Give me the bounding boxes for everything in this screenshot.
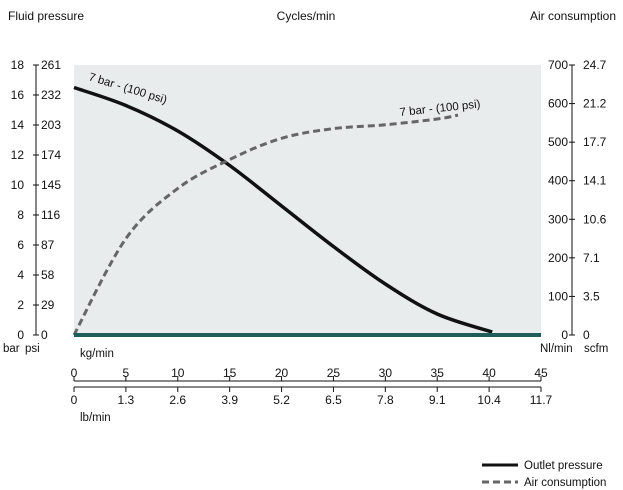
plot-area — [74, 65, 541, 335]
x-lb-tick-label: 9.1 — [429, 393, 446, 407]
right-scfm-tick-label: 17.7 — [583, 135, 607, 149]
x-lb-tick-label: 5.2 — [273, 393, 290, 407]
x-lb-tick-label: 3.9 — [221, 393, 238, 407]
right-nl-tick-label: 500 — [548, 135, 568, 149]
series-layer — [72, 85, 493, 336]
x-lb-tick-label: 6.5 — [325, 393, 342, 407]
right-nl-tick-label: 400 — [548, 174, 568, 188]
center-axis-title: Cycles/min — [277, 9, 336, 23]
x-kg-axis-label: kg/min — [80, 348, 114, 360]
legend-air-consumption-label: Air consumption — [524, 477, 606, 489]
left-bar-tick-label: 4 — [17, 268, 24, 282]
x-lb-tick-label: 7.8 — [377, 393, 394, 407]
right-nl-tick-label: 200 — [548, 251, 568, 265]
right-scfm-tick-label: 3.5 — [583, 289, 600, 303]
x-kg-tick-label: 40 — [482, 366, 496, 380]
left-psi-tick-label: 174 — [41, 148, 61, 162]
right-scfm-tick-label: 10.6 — [583, 212, 607, 226]
x-kg-tick-label: 15 — [223, 366, 237, 380]
left-psi-tick-label: 232 — [41, 88, 61, 102]
right-scfm-unit: scfm — [584, 343, 608, 355]
left-axis-title: Fluid pressure — [8, 9, 84, 23]
right-nl-unit: Nl/min — [540, 343, 573, 355]
left-psi-tick-label: 261 — [41, 58, 61, 72]
axes: 0 0 2 29 4 58 6 87 8 116 10 145 12 174 14 203 16 232 18 261… — [11, 58, 607, 407]
right-axis-title: Air consumption — [530, 9, 616, 23]
left-psi-tick-label: 87 — [41, 238, 55, 252]
left-psi-tick-label: 145 — [41, 178, 61, 192]
right-scfm-tick-label: 14.1 — [583, 174, 607, 188]
left-psi-tick-label: 58 — [41, 268, 55, 282]
right-scfm-tick-label: 0 — [583, 328, 590, 342]
x-kg-tick-label: 5 — [123, 366, 130, 380]
legend: Outlet pressure Air consumption — [482, 460, 606, 489]
series-line-air-consumption — [72, 113, 459, 336]
left-bar-tick-label: 10 — [11, 178, 25, 192]
left-bar-tick-label: 0 — [17, 328, 24, 342]
left-psi-tick-label: 0 — [41, 328, 48, 342]
x-lb-tick-label: 0 — [71, 393, 78, 407]
left-bar-tick-label: 8 — [17, 208, 24, 222]
x-lb-tick-label: 11.7 — [530, 393, 553, 407]
right-nl-tick-label: 700 — [548, 58, 568, 72]
right-scfm-tick-label: 7.1 — [583, 251, 600, 265]
left-bar-tick-label: 12 — [11, 148, 25, 162]
right-nl-tick-label: 600 — [548, 97, 568, 111]
x-kg-tick-label: 35 — [431, 366, 445, 380]
left-psi-unit: psi — [25, 343, 40, 355]
x-kg-tick-label: 20 — [275, 366, 289, 380]
x-lb-tick-label: 2.6 — [169, 393, 186, 407]
left-bar-tick-label: 6 — [17, 238, 24, 252]
x-lb-tick-label: 10.4 — [477, 393, 501, 407]
x-kg-tick-label: 10 — [171, 366, 185, 380]
left-bar-tick-label: 2 — [17, 298, 24, 312]
left-bar-tick-label: 16 — [11, 88, 25, 102]
right-nl-tick-label: 0 — [561, 328, 568, 342]
left-psi-tick-label: 116 — [41, 208, 60, 222]
left-psi-tick-label: 203 — [41, 118, 61, 132]
legend-outlet-pressure-label: Outlet pressure — [524, 460, 603, 472]
right-scfm-tick-label: 24.7 — [583, 58, 607, 72]
x-lb-axis-label: lb/min — [80, 412, 111, 424]
left-psi-tick-label: 29 — [41, 298, 55, 312]
x-kg-tick-label: 25 — [327, 366, 341, 380]
x-kg-tick-label: 30 — [379, 366, 393, 380]
x-lb-tick-label: 1.3 — [118, 393, 135, 407]
left-bar-tick-label: 18 — [11, 58, 25, 72]
left-bar-tick-label: 14 — [11, 118, 25, 132]
right-nl-tick-label: 100 — [548, 289, 568, 303]
right-scfm-tick-label: 21.2 — [583, 97, 607, 111]
x-kg-tick-label: 0 — [71, 366, 78, 380]
left-bar-unit: bar — [3, 343, 20, 355]
series-line-outlet-pressure — [73, 85, 493, 334]
x-kg-tick-label: 45 — [534, 366, 548, 380]
right-nl-tick-label: 300 — [548, 212, 568, 226]
